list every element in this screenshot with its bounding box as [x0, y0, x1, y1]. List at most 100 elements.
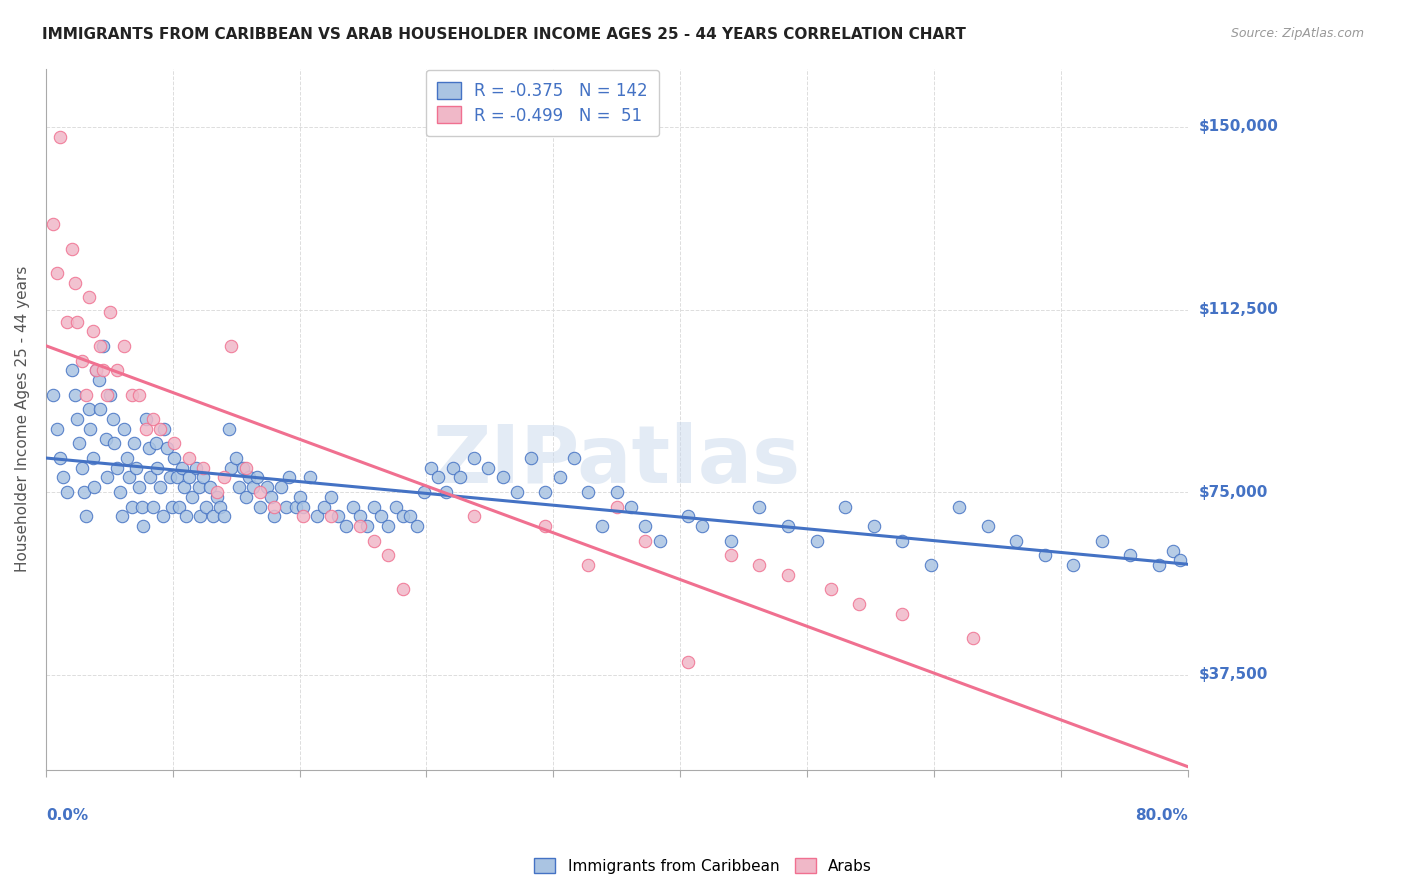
Point: [238, 470, 260, 484]
Point: [70, 460, 93, 475]
Point: [82, 450, 104, 465]
Point: [110, 509, 132, 524]
Point: [260, 490, 283, 504]
Point: [184, 460, 207, 475]
Point: [177, 470, 200, 484]
Point: [138, 442, 160, 456]
Text: $112,500: $112,500: [1199, 302, 1278, 317]
Point: [173, 480, 195, 494]
Point: [274, 500, 297, 514]
Point: [377, 549, 399, 563]
Point: [962, 631, 984, 645]
Point: [75, 388, 97, 402]
Point: [66, 412, 89, 426]
Point: [82, 325, 104, 339]
Point: [720, 533, 742, 548]
Point: [232, 460, 254, 475]
Point: [214, 509, 236, 524]
Point: [1033, 549, 1056, 563]
Point: [66, 315, 89, 329]
Point: [98, 388, 121, 402]
Point: [349, 509, 371, 524]
Point: [63, 388, 86, 402]
Point: [520, 450, 543, 465]
Point: [1161, 543, 1184, 558]
Point: [848, 597, 870, 611]
Text: ZIPatlas: ZIPatlas: [433, 422, 801, 500]
Point: [449, 470, 471, 484]
Point: [170, 460, 193, 475]
Point: [776, 519, 799, 533]
Point: [77, 290, 100, 304]
Point: [427, 470, 450, 484]
Point: [89, 339, 111, 353]
Point: [562, 450, 585, 465]
Point: [83, 480, 105, 494]
Point: [1170, 553, 1192, 567]
Point: [634, 519, 657, 533]
Point: [648, 533, 671, 548]
Point: [420, 460, 443, 475]
Point: [342, 500, 364, 514]
Point: [477, 460, 499, 475]
Point: [1119, 549, 1142, 563]
Text: $37,500: $37,500: [1199, 667, 1268, 682]
Point: [235, 460, 257, 475]
Point: [160, 500, 183, 514]
Point: [84, 363, 107, 377]
Point: [128, 480, 150, 494]
Point: [135, 422, 157, 436]
Point: [96, 470, 118, 484]
Point: [249, 485, 271, 500]
Point: [135, 412, 157, 426]
Point: [63, 276, 86, 290]
Point: [121, 388, 143, 402]
Point: [96, 388, 118, 402]
Point: [384, 500, 406, 514]
Point: [159, 470, 181, 484]
Point: [42, 388, 65, 402]
Point: [91, 339, 114, 353]
Point: [506, 485, 529, 500]
Point: [534, 519, 557, 533]
Point: [56, 315, 79, 329]
Point: [191, 470, 214, 484]
Point: [676, 509, 699, 524]
Point: [201, 509, 224, 524]
Point: [188, 509, 211, 524]
Text: $75,000: $75,000: [1199, 484, 1268, 500]
Y-axis label: Householder Income Ages 25 - 44 years: Householder Income Ages 25 - 44 years: [15, 266, 30, 573]
Point: [198, 480, 221, 494]
Legend: Immigrants from Caribbean, Arabs: Immigrants from Caribbean, Arabs: [527, 852, 879, 880]
Point: [391, 582, 413, 597]
Point: [406, 519, 429, 533]
Point: [105, 363, 128, 377]
Point: [46, 422, 69, 436]
Text: 0.0%: 0.0%: [46, 808, 89, 823]
Point: [77, 402, 100, 417]
Point: [89, 402, 111, 417]
Point: [70, 353, 93, 368]
Point: [948, 500, 970, 514]
Point: [79, 422, 101, 436]
Point: [576, 485, 599, 500]
Point: [720, 549, 742, 563]
Point: [56, 485, 79, 500]
Point: [398, 509, 420, 524]
Point: [221, 339, 243, 353]
Point: [101, 412, 124, 426]
Point: [73, 485, 96, 500]
Point: [46, 266, 69, 280]
Point: [820, 582, 842, 597]
Legend: R = -0.375   N = 142, R = -0.499   N =  51: R = -0.375 N = 142, R = -0.499 N = 51: [426, 70, 659, 136]
Point: [776, 567, 799, 582]
Point: [180, 490, 202, 504]
Point: [221, 460, 243, 475]
Point: [87, 373, 110, 387]
Point: [413, 485, 436, 500]
Point: [328, 509, 350, 524]
Point: [284, 500, 307, 514]
Point: [321, 509, 343, 524]
Point: [463, 450, 485, 465]
Point: [314, 500, 336, 514]
